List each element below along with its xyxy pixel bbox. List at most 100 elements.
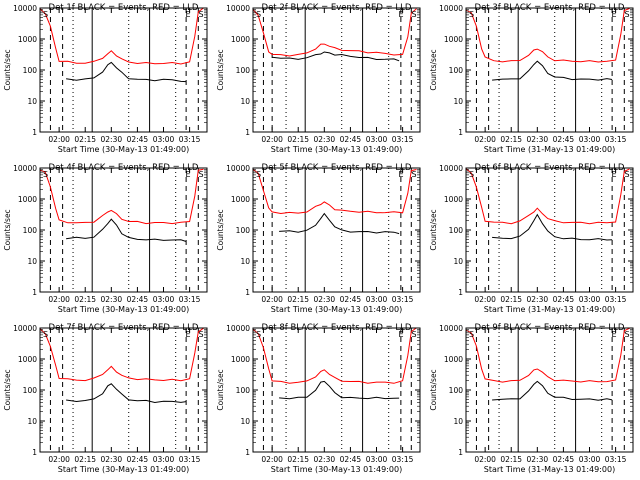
corner-annotation: S [411, 170, 416, 179]
x-tick-label: 03:00 [153, 455, 175, 464]
series-lld-line [39, 7, 204, 65]
x-tick-label: 02:30 [101, 135, 123, 144]
y-tick-label: 1000 [231, 355, 250, 364]
plot-frame [465, 327, 634, 453]
x-tick-label: 03:15 [179, 295, 201, 304]
series-lld-line [252, 327, 417, 384]
y-tick-label: 100 [236, 66, 251, 75]
plot-frame [252, 7, 421, 133]
x-tick-label: 02:45 [340, 295, 362, 304]
series-events-line [279, 212, 400, 235]
plot-frame [465, 167, 634, 293]
x-axis-label: Start Time (30-May-13 01:49:00) [58, 305, 189, 314]
series-lld-line [39, 327, 204, 382]
corner-annotation: S [198, 170, 203, 179]
corner-annotation: E [611, 10, 616, 19]
x-tick-label: 02:00 [474, 295, 496, 304]
x-tick-label: 02:30 [527, 455, 549, 464]
series-events-line [492, 60, 613, 81]
x-tick-label: 02:45 [553, 295, 575, 304]
corner-annotation: E [398, 10, 403, 19]
x-tick-label: 03:00 [153, 135, 175, 144]
y-tick-label: 10000 [13, 324, 37, 333]
series-lld-line [39, 168, 204, 225]
series-events-line [66, 61, 187, 83]
y-tick-label: 10 [453, 417, 463, 426]
y-tick-label: 10 [240, 417, 250, 426]
x-tick-label: 03:00 [366, 135, 388, 144]
y-tick-label: 1000 [444, 355, 463, 364]
y-tick-label: 1000 [18, 35, 37, 44]
corner-annotation: S [198, 330, 203, 339]
chart-panel-6: Det 6f BLACK = Events, RED = LLD11010010… [429, 163, 634, 314]
x-tick-label: 02:15 [74, 135, 96, 144]
x-tick-label: 02:45 [127, 135, 149, 144]
x-axis-label: Start Time (31-May-13 01:49:00) [484, 145, 615, 154]
x-axis-label: Start Time (30-May-13 01:49:00) [271, 465, 402, 474]
x-tick-label: 03:00 [579, 455, 601, 464]
y-tick-label: 10 [27, 257, 37, 266]
y-tick-label: 100 [23, 226, 38, 235]
corner-annotation: S [256, 330, 261, 339]
y-tick-label: 1000 [18, 195, 37, 204]
x-tick-label: 03:00 [579, 135, 601, 144]
y-tick-label: 10 [453, 257, 463, 266]
y-tick-label: 1000 [444, 195, 463, 204]
corner-annotation: S [43, 10, 48, 19]
y-tick-label: 10000 [439, 164, 463, 173]
plot-frame [39, 167, 208, 293]
x-axis-label: Start Time (30-May-13 01:49:00) [271, 305, 402, 314]
x-tick-label: 02:30 [527, 135, 549, 144]
y-tick-label: 1000 [18, 355, 37, 364]
y-tick-label: 100 [449, 226, 464, 235]
x-tick-label: 02:00 [48, 455, 70, 464]
series-lld-line [252, 8, 417, 57]
series-events-line [492, 380, 613, 401]
y-axis-label: Counts/sec [429, 49, 438, 90]
corner-annotation: E [185, 170, 190, 179]
series-lld-line [465, 327, 630, 383]
chart-panel-9: Det 9f BLACK = Events, RED = LLD11010010… [429, 323, 634, 474]
plot-frame [252, 327, 421, 453]
x-tick-label: 03:15 [605, 455, 627, 464]
x-tick-label: 02:45 [553, 455, 575, 464]
x-axis-label: Start Time (30-May-13 01:49:00) [58, 145, 189, 154]
y-axis-label: Counts/sec [3, 49, 12, 90]
corner-annotation: E [185, 330, 190, 339]
y-tick-label: 1 [245, 288, 250, 297]
corner-annotation: S [411, 330, 416, 339]
corner-annotation: S [43, 170, 48, 179]
x-tick-label: 02:00 [48, 135, 70, 144]
corner-annotation: S [256, 10, 261, 19]
x-tick-label: 03:15 [179, 455, 201, 464]
corner-annotation: S [624, 10, 629, 19]
y-tick-label: 10000 [439, 324, 463, 333]
corner-annotation: S [624, 330, 629, 339]
x-axis-label: Start Time (30-May-13 01:49:00) [271, 145, 402, 154]
y-tick-label: 10000 [226, 164, 250, 173]
x-tick-label: 02:30 [101, 455, 123, 464]
y-tick-label: 1000 [231, 35, 250, 44]
y-axis-label: Counts/sec [3, 369, 12, 410]
corner-annotation: E [611, 170, 616, 179]
chart-panel-2: Det 2f BLACK = Events, RED = LLD11010010… [216, 3, 421, 154]
plot-frame [465, 7, 634, 133]
y-tick-label: 10 [27, 417, 37, 426]
series-lld-line [465, 8, 630, 63]
y-tick-label: 10 [240, 97, 250, 106]
y-tick-label: 100 [236, 226, 251, 235]
y-tick-label: 1 [32, 288, 37, 297]
x-tick-label: 03:15 [392, 135, 414, 144]
y-axis-label: Counts/sec [216, 369, 225, 410]
corner-annotation: S [469, 170, 474, 179]
y-axis-label: Counts/sec [429, 209, 438, 250]
chart-panel-3: Det 3f BLACK = Events, RED = LLD11010010… [429, 3, 634, 154]
y-tick-label: 1 [245, 448, 250, 457]
x-tick-label: 02:00 [48, 295, 70, 304]
plot-frame [252, 167, 421, 293]
x-tick-label: 03:15 [392, 295, 414, 304]
series-lld-line [465, 168, 630, 225]
x-tick-label: 02:30 [314, 455, 336, 464]
corner-annotation: E [398, 330, 403, 339]
corner-annotation: S [469, 10, 474, 19]
